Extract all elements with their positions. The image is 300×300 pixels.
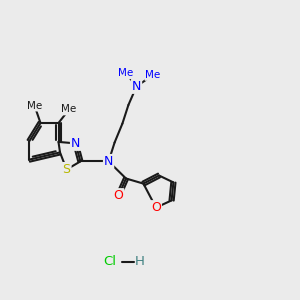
Text: H: H (135, 255, 144, 268)
Text: N: N (71, 137, 80, 150)
Text: Me: Me (146, 70, 160, 80)
Text: Me: Me (61, 104, 76, 115)
Text: Cl: Cl (103, 255, 116, 268)
Text: N: N (104, 155, 113, 168)
Text: Me: Me (118, 68, 134, 78)
Text: O: O (151, 201, 161, 214)
Text: Me: Me (27, 100, 42, 111)
Text: S: S (63, 163, 70, 176)
Text: O: O (114, 189, 123, 202)
Text: N: N (132, 80, 141, 93)
